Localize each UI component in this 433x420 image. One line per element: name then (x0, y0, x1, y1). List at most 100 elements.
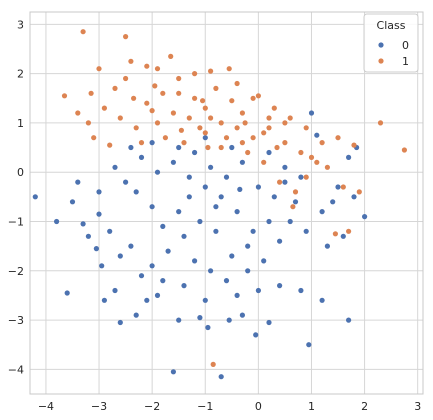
x-tick-label: 1 (308, 400, 315, 413)
point-class-0 (93, 246, 99, 252)
point-class-1 (154, 120, 161, 126)
point-class-1 (255, 93, 261, 99)
point-class-0 (266, 149, 272, 156)
y-tick-label: 2 (17, 68, 24, 81)
point-class-1 (131, 95, 137, 101)
point-class-0 (282, 179, 288, 185)
point-class-0 (255, 287, 261, 294)
point-class-1 (123, 75, 129, 82)
point-class-1 (85, 120, 91, 126)
point-class-1 (242, 120, 248, 126)
point-class-1 (162, 135, 168, 141)
point-class-0 (176, 209, 182, 215)
point-class-1 (218, 120, 224, 126)
point-class-1 (80, 29, 86, 35)
point-class-1 (308, 154, 315, 160)
x-tick-label: −1 (197, 400, 213, 413)
point-class-0 (128, 243, 134, 249)
point-class-1 (245, 149, 251, 156)
point-class-1 (250, 135, 256, 141)
point-class-1 (277, 179, 283, 185)
point-class-1 (202, 130, 208, 136)
y-tick-label: −2 (8, 265, 24, 278)
point-class-1 (197, 125, 203, 131)
point-class-1 (96, 66, 102, 72)
point-class-1 (192, 95, 198, 101)
data-points (32, 29, 407, 380)
point-class-0 (239, 312, 245, 318)
point-class-0 (149, 140, 155, 146)
point-class-0 (229, 253, 235, 259)
point-class-1 (101, 105, 107, 111)
point-class-0 (186, 194, 192, 200)
point-class-1 (266, 115, 272, 121)
point-class-1 (176, 90, 182, 96)
point-class-0 (64, 290, 70, 296)
point-class-0 (99, 263, 105, 269)
point-class-0 (223, 278, 230, 284)
point-class-1 (261, 130, 267, 136)
point-class-0 (133, 189, 139, 195)
point-class-1 (192, 71, 198, 77)
point-class-0 (229, 144, 235, 151)
point-class-1 (75, 110, 81, 116)
point-class-0 (144, 297, 150, 303)
point-class-0 (292, 199, 299, 205)
y-tick-label: −3 (8, 314, 24, 327)
point-class-1 (176, 75, 182, 82)
point-class-0 (346, 317, 352, 323)
point-class-0 (261, 258, 267, 264)
x-tick-label: 3 (414, 400, 421, 413)
point-class-1 (324, 164, 330, 170)
y-tick-label: −1 (8, 215, 24, 228)
point-class-0 (69, 199, 76, 205)
point-class-0 (154, 169, 161, 175)
point-class-0 (250, 228, 256, 234)
y-tick-label: −4 (8, 363, 24, 376)
point-class-0 (112, 164, 118, 170)
point-class-0 (346, 154, 352, 160)
point-class-0 (192, 149, 198, 156)
point-class-1 (144, 63, 150, 69)
point-class-1 (154, 66, 161, 72)
x-tick-label: −2 (144, 400, 160, 413)
plot-frame (29, 11, 424, 395)
point-class-0 (237, 186, 243, 192)
point-class-0 (85, 233, 91, 239)
point-class-0 (192, 258, 198, 264)
point-class-1 (314, 159, 320, 165)
point-class-0 (324, 243, 330, 249)
point-class-1 (144, 100, 150, 106)
point-class-0 (32, 194, 38, 200)
point-class-0 (226, 317, 232, 323)
point-class-0 (149, 204, 155, 210)
point-class-1 (261, 159, 267, 165)
y-tick-label: 0 (17, 166, 24, 179)
point-class-1 (292, 189, 299, 195)
tick-labels: −4 −3 −2 −1 0 1 2 3 −4 −3 −2 −1 0 1 2 3 (8, 18, 421, 413)
point-class-0 (149, 263, 155, 269)
point-class-0 (176, 144, 182, 151)
point-class-1 (213, 85, 219, 91)
point-class-1 (290, 204, 296, 210)
point-class-0 (266, 218, 272, 225)
point-class-0 (165, 248, 171, 254)
point-class-0 (234, 292, 240, 298)
point-class-0 (112, 287, 118, 294)
legend-box (363, 13, 419, 73)
point-class-0 (245, 243, 251, 249)
grid (30, 12, 423, 394)
point-class-1 (226, 66, 232, 72)
point-class-0 (282, 164, 288, 170)
point-class-0 (314, 132, 320, 138)
point-class-0 (197, 315, 203, 321)
point-class-0 (303, 228, 309, 234)
point-class-1 (107, 142, 113, 148)
legend-title: Class (377, 19, 406, 32)
point-class-0 (239, 159, 245, 165)
point-class-0 (75, 179, 81, 185)
point-class-1 (168, 53, 174, 60)
point-class-1 (335, 135, 341, 141)
point-class-0 (255, 184, 261, 190)
